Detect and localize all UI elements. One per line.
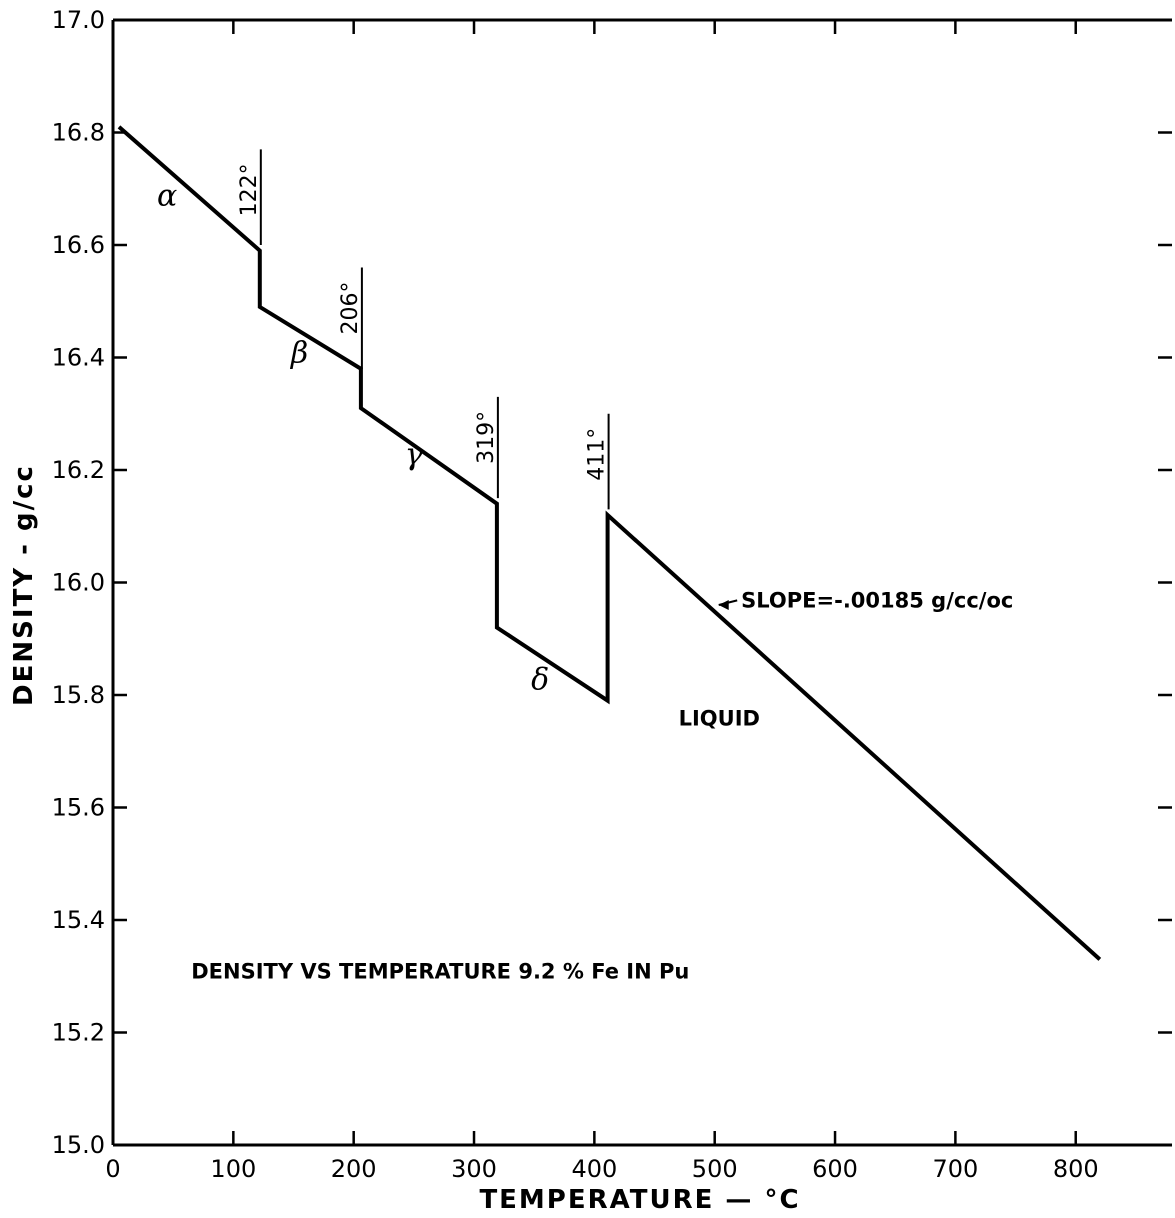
transition-label: 206° <box>338 282 363 335</box>
y-tick-label: 17.0 <box>52 6 105 34</box>
x-tick-label: 500 <box>692 1155 738 1183</box>
x-tick-label: 600 <box>812 1155 858 1183</box>
y-tick-label: 16.8 <box>52 119 105 147</box>
annotation-text: SLOPE=-.00185 g/cc/oc <box>741 588 1013 612</box>
annotation-text: DENSITY VS TEMPERATURE 9.2 % Fe IN Pu <box>191 960 689 984</box>
y-tick-label: 15.6 <box>52 794 105 822</box>
y-tick-label: 16.2 <box>52 456 105 484</box>
x-tick-label: 300 <box>451 1155 497 1183</box>
density-curve <box>117 125 1102 961</box>
x-tick-label: 800 <box>1053 1155 1099 1183</box>
transition-label: 122° <box>237 163 262 216</box>
y-tick-label: 16.0 <box>52 569 105 597</box>
x-tick-label: 700 <box>932 1155 978 1183</box>
y-tick-label: 15.4 <box>52 906 105 934</box>
x-tick-label: 100 <box>210 1155 256 1183</box>
y-tick-label: 16.4 <box>52 344 105 372</box>
phase-label: δ <box>531 662 549 697</box>
y-tick-label: 15.2 <box>52 1019 105 1047</box>
phase-label: γ <box>405 437 423 472</box>
slope-arrow-head <box>718 600 729 610</box>
phase-label: α <box>157 179 177 214</box>
x-tick-label: 200 <box>331 1155 377 1183</box>
x-tick-label: 400 <box>571 1155 617 1183</box>
phase-label: β <box>290 336 308 371</box>
y-tick-label: 15.8 <box>52 681 105 709</box>
x-axis-title: TEMPERATURE — °C <box>479 1185 800 1215</box>
y-tick-label: 16.6 <box>52 231 105 259</box>
transition-label: 411° <box>585 428 610 481</box>
y-axis-title: DENSITY - g/cc <box>9 464 39 706</box>
transition-label: 319° <box>474 411 499 464</box>
x-tick-label: 0 <box>105 1155 120 1183</box>
annotation-text: LIQUID <box>679 707 760 731</box>
y-tick-label: 15.0 <box>52 1131 105 1159</box>
